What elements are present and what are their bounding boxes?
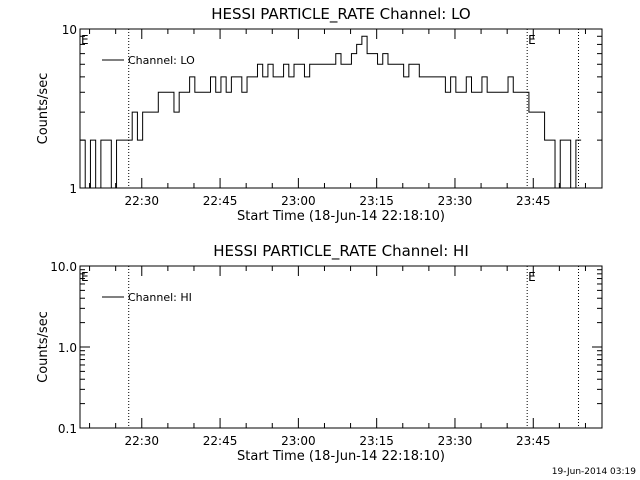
y-tick-label: 10.0: [50, 260, 77, 274]
y-tick-label: 1: [69, 182, 77, 196]
x-tick-label: 22:30: [124, 194, 159, 208]
x-tick-label: 23:30: [438, 194, 473, 208]
plot-frame: [79, 28, 603, 189]
event-marker: E: [81, 33, 89, 47]
y-axis-label: Counts/sec: [36, 73, 51, 145]
x-tick-label: 22:45: [203, 194, 238, 208]
x-tick-label: 23:15: [359, 434, 394, 448]
x-axis-label: Start Time (18-Jun-14 22:18:10): [237, 209, 445, 224]
event-marker: E: [528, 270, 536, 284]
x-tick-label: 23:30: [438, 434, 473, 448]
chart-title: HESSI PARTICLE_RATE Channel: HI: [213, 242, 469, 261]
y-axis-label: Counts/sec: [36, 311, 51, 383]
chart-title: HESSI PARTICLE_RATE Channel: LO: [211, 5, 470, 24]
legend-label: Channel: HI: [128, 291, 192, 304]
footer-timestamp: 19-Jun-2014 03:19: [552, 467, 636, 477]
x-tick-label: 23:45: [516, 194, 551, 208]
x-tick-label: 23:00: [281, 434, 316, 448]
x-tick-label: 23:45: [516, 434, 551, 448]
x-tick-label: 23:00: [281, 194, 316, 208]
event-marker: E: [81, 270, 89, 284]
y-tick-label: 0.1: [58, 422, 77, 436]
event-marker: E: [528, 33, 536, 47]
series-line-0: [80, 35, 582, 189]
x-axis-label: Start Time (18-Jun-14 22:18:10): [237, 449, 445, 464]
x-tick-label: 22:45: [203, 434, 238, 448]
legend-label: Channel: LO: [128, 54, 195, 67]
y-tick-label: 10: [62, 23, 77, 37]
x-tick-label: 22:30: [124, 434, 159, 448]
x-tick-label: 23:15: [359, 194, 394, 208]
y-tick-label: 1.0: [58, 341, 77, 355]
